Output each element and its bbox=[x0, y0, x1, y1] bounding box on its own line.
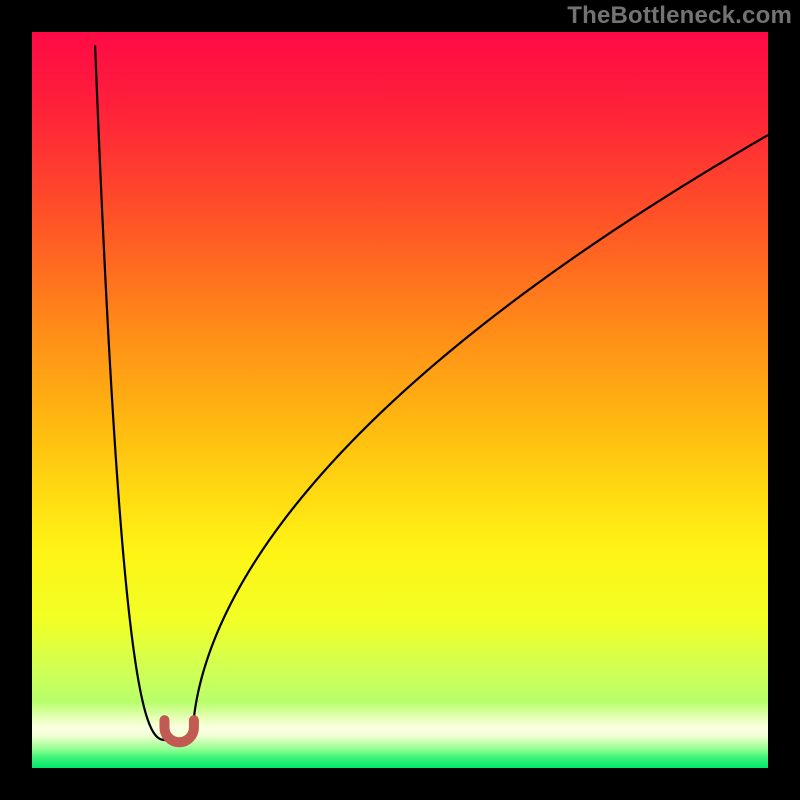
gradient-background bbox=[32, 32, 768, 768]
watermark-text: TheBottleneck.com bbox=[567, 2, 792, 30]
plot-svg bbox=[32, 32, 768, 768]
canvas: TheBottleneck.com bbox=[0, 0, 800, 800]
plot-area bbox=[32, 32, 768, 768]
